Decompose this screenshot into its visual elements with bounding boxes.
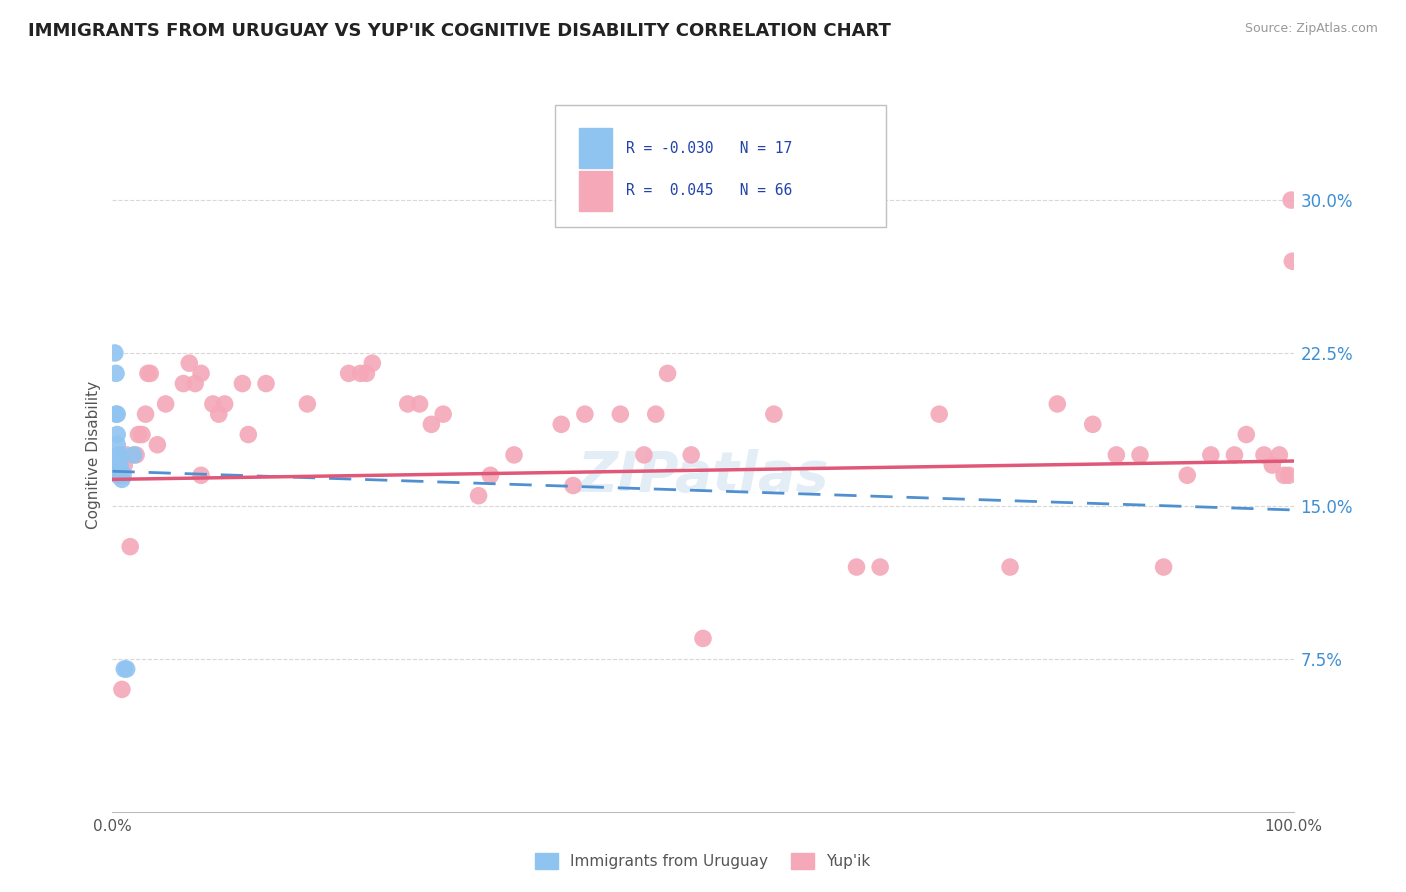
Point [120,540,142,554]
Point [107,468,129,483]
Point [998,560,1021,574]
Point [110,462,132,476]
Point [420,417,443,432]
Point [107,458,129,472]
Point [1234,427,1257,442]
Point [562,478,585,492]
Point [122,448,145,462]
Point [762,407,785,421]
Point [112,468,135,483]
Point [633,448,655,462]
Point [125,448,148,462]
Point [1153,560,1175,574]
Point [467,489,489,503]
Point [1223,448,1246,462]
Point [105,438,128,452]
Point [105,427,128,442]
Point [231,376,253,391]
Point [139,367,162,381]
Point [238,427,260,442]
Point [408,397,430,411]
Point [1261,458,1284,472]
Point [111,682,134,697]
Point [845,560,868,574]
Point [692,632,714,646]
Point [115,662,138,676]
Point [1278,468,1301,483]
Point [108,458,131,472]
Point [135,407,157,421]
Point [190,367,212,381]
Text: ZIPatlas: ZIPatlas [578,450,828,503]
Point [201,397,224,411]
Legend: Immigrants from Uruguay, Yup'ik: Immigrants from Uruguay, Yup'ik [529,847,877,875]
Point [105,407,128,421]
Point [356,367,378,381]
Point [503,448,526,462]
Point [110,448,132,462]
Point [644,407,666,421]
Point [104,346,127,360]
Point [111,472,134,486]
Point [1199,448,1222,462]
Point [105,367,128,381]
Point [190,468,212,483]
Y-axis label: Cognitive Disability: Cognitive Disability [86,381,101,529]
Point [107,448,129,462]
Point [432,407,454,421]
Point [127,427,149,442]
Point [1081,417,1104,432]
Point [146,438,169,452]
Point [1281,254,1303,268]
Text: IMMIGRANTS FROM URUGUAY VS YUP'IK COGNITIVE DISABILITY CORRELATION CHART: IMMIGRANTS FROM URUGUAY VS YUP'IK COGNIT… [28,22,891,40]
Point [179,356,201,370]
Point [479,468,502,483]
Point [1279,193,1302,207]
Text: R = -0.030   N = 17: R = -0.030 N = 17 [626,141,793,155]
Point [550,417,572,432]
FancyBboxPatch shape [555,105,886,227]
Text: R =  0.045   N = 66: R = 0.045 N = 66 [626,184,793,198]
Bar [579,128,612,168]
Point [112,458,135,472]
Text: Source: ZipAtlas.com: Source: ZipAtlas.com [1244,22,1378,36]
Point [1268,448,1291,462]
Point [1253,448,1275,462]
Point [172,376,194,391]
Point [657,367,679,381]
Point [184,376,207,391]
Point [869,560,891,574]
Point [361,356,384,370]
Point [337,367,360,381]
Point [112,662,135,676]
Point [214,397,236,411]
Point [107,468,129,483]
Point [1105,448,1128,462]
Point [1046,397,1069,411]
Point [131,427,153,442]
Point [1175,468,1198,483]
Point [349,367,371,381]
Point [254,376,277,391]
Point [396,397,419,411]
Bar [579,171,612,211]
Point [297,397,319,411]
Point [609,407,631,421]
Point [208,407,231,421]
Point [681,448,703,462]
Point [136,367,159,381]
Point [1272,468,1295,483]
Point [115,448,138,462]
Point [574,407,596,421]
Point [155,397,177,411]
Point [105,407,128,421]
Point [928,407,950,421]
Point [1129,448,1152,462]
